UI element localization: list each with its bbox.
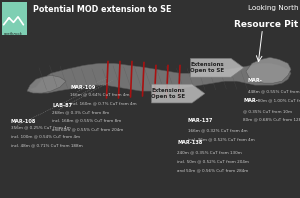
Polygon shape bbox=[190, 58, 244, 77]
Text: 268m @ 0.3% CuT from 8m: 268m @ 0.3% CuT from 8m bbox=[52, 110, 110, 114]
Text: and 50m @ 0.56% CuT from 284m: and 50m @ 0.56% CuT from 284m bbox=[177, 168, 248, 172]
Text: @ 0.35% CuT from 10m: @ 0.35% CuT from 10m bbox=[243, 109, 292, 113]
Text: 448m @ 0.55% CuT from 4m: 448m @ 0.55% CuT from 4m bbox=[248, 89, 300, 93]
Text: incl. 48m @ 0.71% CuT from 188m: incl. 48m @ 0.71% CuT from 188m bbox=[11, 144, 82, 148]
Text: MAR-: MAR- bbox=[243, 98, 258, 103]
Text: and 60m @ 0.55% CuT from 204m: and 60m @ 0.55% CuT from 204m bbox=[52, 128, 124, 132]
Text: 356m @ 0.25% CuT from 4m: 356m @ 0.25% CuT from 4m bbox=[11, 126, 70, 130]
Text: 166m @ 0.64% CuT from 4m: 166m @ 0.64% CuT from 4m bbox=[70, 92, 130, 96]
Text: MAR-109: MAR-109 bbox=[70, 85, 96, 90]
FancyBboxPatch shape bbox=[2, 2, 27, 35]
Text: incl. 160m @ 0.7% CuT from 4m: incl. 160m @ 0.7% CuT from 4m bbox=[70, 101, 137, 105]
Text: Extensions
Open to SE: Extensions Open to SE bbox=[152, 88, 186, 99]
Text: 80m @ 0.68% CuT from 128m: 80m @ 0.68% CuT from 128m bbox=[243, 118, 300, 122]
Polygon shape bbox=[152, 84, 205, 103]
Polygon shape bbox=[30, 63, 291, 93]
Text: Looking North: Looking North bbox=[248, 5, 298, 11]
Text: 166m @ 0.32% CuT from 4m: 166m @ 0.32% CuT from 4m bbox=[188, 129, 247, 133]
Text: incl. 80m @ 1.00% CuT from 36m: incl. 80m @ 1.00% CuT from 36m bbox=[248, 98, 300, 102]
Text: Extensions
Open to SE: Extensions Open to SE bbox=[190, 62, 225, 73]
Text: MAR-108: MAR-108 bbox=[11, 119, 36, 124]
Text: MAR-138: MAR-138 bbox=[177, 140, 202, 145]
Text: incl. 36m @ 0.52% CuT from 4m: incl. 36m @ 0.52% CuT from 4m bbox=[188, 138, 254, 142]
Text: incl. 50m @ 0.52% CuT from 204m: incl. 50m @ 0.52% CuT from 204m bbox=[177, 159, 249, 163]
Text: incl. 168m @ 0.55% CuT from 8m: incl. 168m @ 0.55% CuT from 8m bbox=[52, 119, 122, 123]
Polygon shape bbox=[27, 75, 66, 93]
Text: MAR-137: MAR-137 bbox=[188, 118, 213, 123]
Text: incl. 100m @ 0.54% CuT from 4m: incl. 100m @ 0.54% CuT from 4m bbox=[11, 135, 80, 139]
Text: northrock: northrock bbox=[4, 32, 22, 36]
Text: Resource Pit: Resource Pit bbox=[234, 20, 298, 29]
Text: 240m @ 0.35% CuT from 130m: 240m @ 0.35% CuT from 130m bbox=[177, 150, 242, 154]
Text: MAR-: MAR- bbox=[248, 78, 262, 83]
Text: Potential MOD extension to SE: Potential MOD extension to SE bbox=[33, 5, 171, 14]
Polygon shape bbox=[246, 57, 291, 83]
Text: LAB-87: LAB-87 bbox=[52, 103, 73, 108]
